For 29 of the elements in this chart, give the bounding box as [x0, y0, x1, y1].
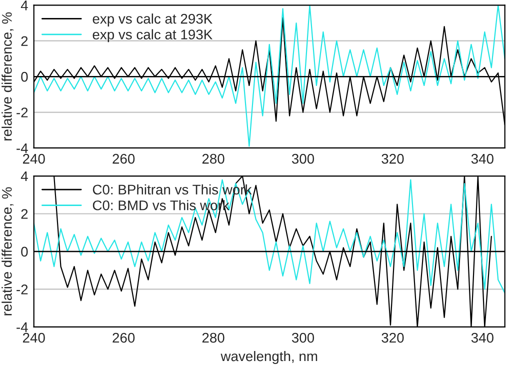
legend-label: exp vs calc at 293K: [92, 14, 212, 26]
y-tick-label: -2: [16, 284, 28, 294]
y-tick-label: 2: [21, 36, 28, 46]
x-tick-label: 340: [471, 154, 494, 164]
x-tick-label: 260: [112, 154, 135, 164]
x-tick-label: 300: [292, 154, 314, 164]
x-tick-label: 320: [382, 154, 404, 164]
y-tick-label: -2: [16, 108, 28, 118]
y-tick-label: -4: [16, 143, 28, 153]
x-tick-label: 240: [22, 332, 45, 343]
line-series: [34, 179, 505, 294]
y-tick-label: 4: [20, 171, 28, 182]
y-tick-label: 0: [21, 72, 28, 82]
x-tick-label: 280: [202, 154, 224, 164]
x-tick-label: 280: [202, 332, 224, 343]
y-tick-label: 2: [21, 209, 28, 219]
y-axis-title: relative difference, %: [2, 12, 14, 140]
y-tick-label: 4: [20, 0, 28, 10]
x-tick-label: 320: [382, 332, 404, 343]
x-axis-title: wavelength, nm: [220, 350, 318, 364]
legend-label: exp vs calc at 193K: [92, 29, 212, 42]
line-series: [34, 5, 505, 147]
x-tick-label: 340: [471, 332, 494, 343]
y-tick-label: 0: [21, 246, 28, 257]
x-tick-label: 300: [292, 332, 314, 343]
x-tick-label: 240: [22, 154, 45, 164]
y-axis-title: relative difference, %: [2, 187, 14, 316]
y-tick-label: -4: [16, 322, 28, 332]
x-tick-label: 260: [112, 332, 135, 343]
